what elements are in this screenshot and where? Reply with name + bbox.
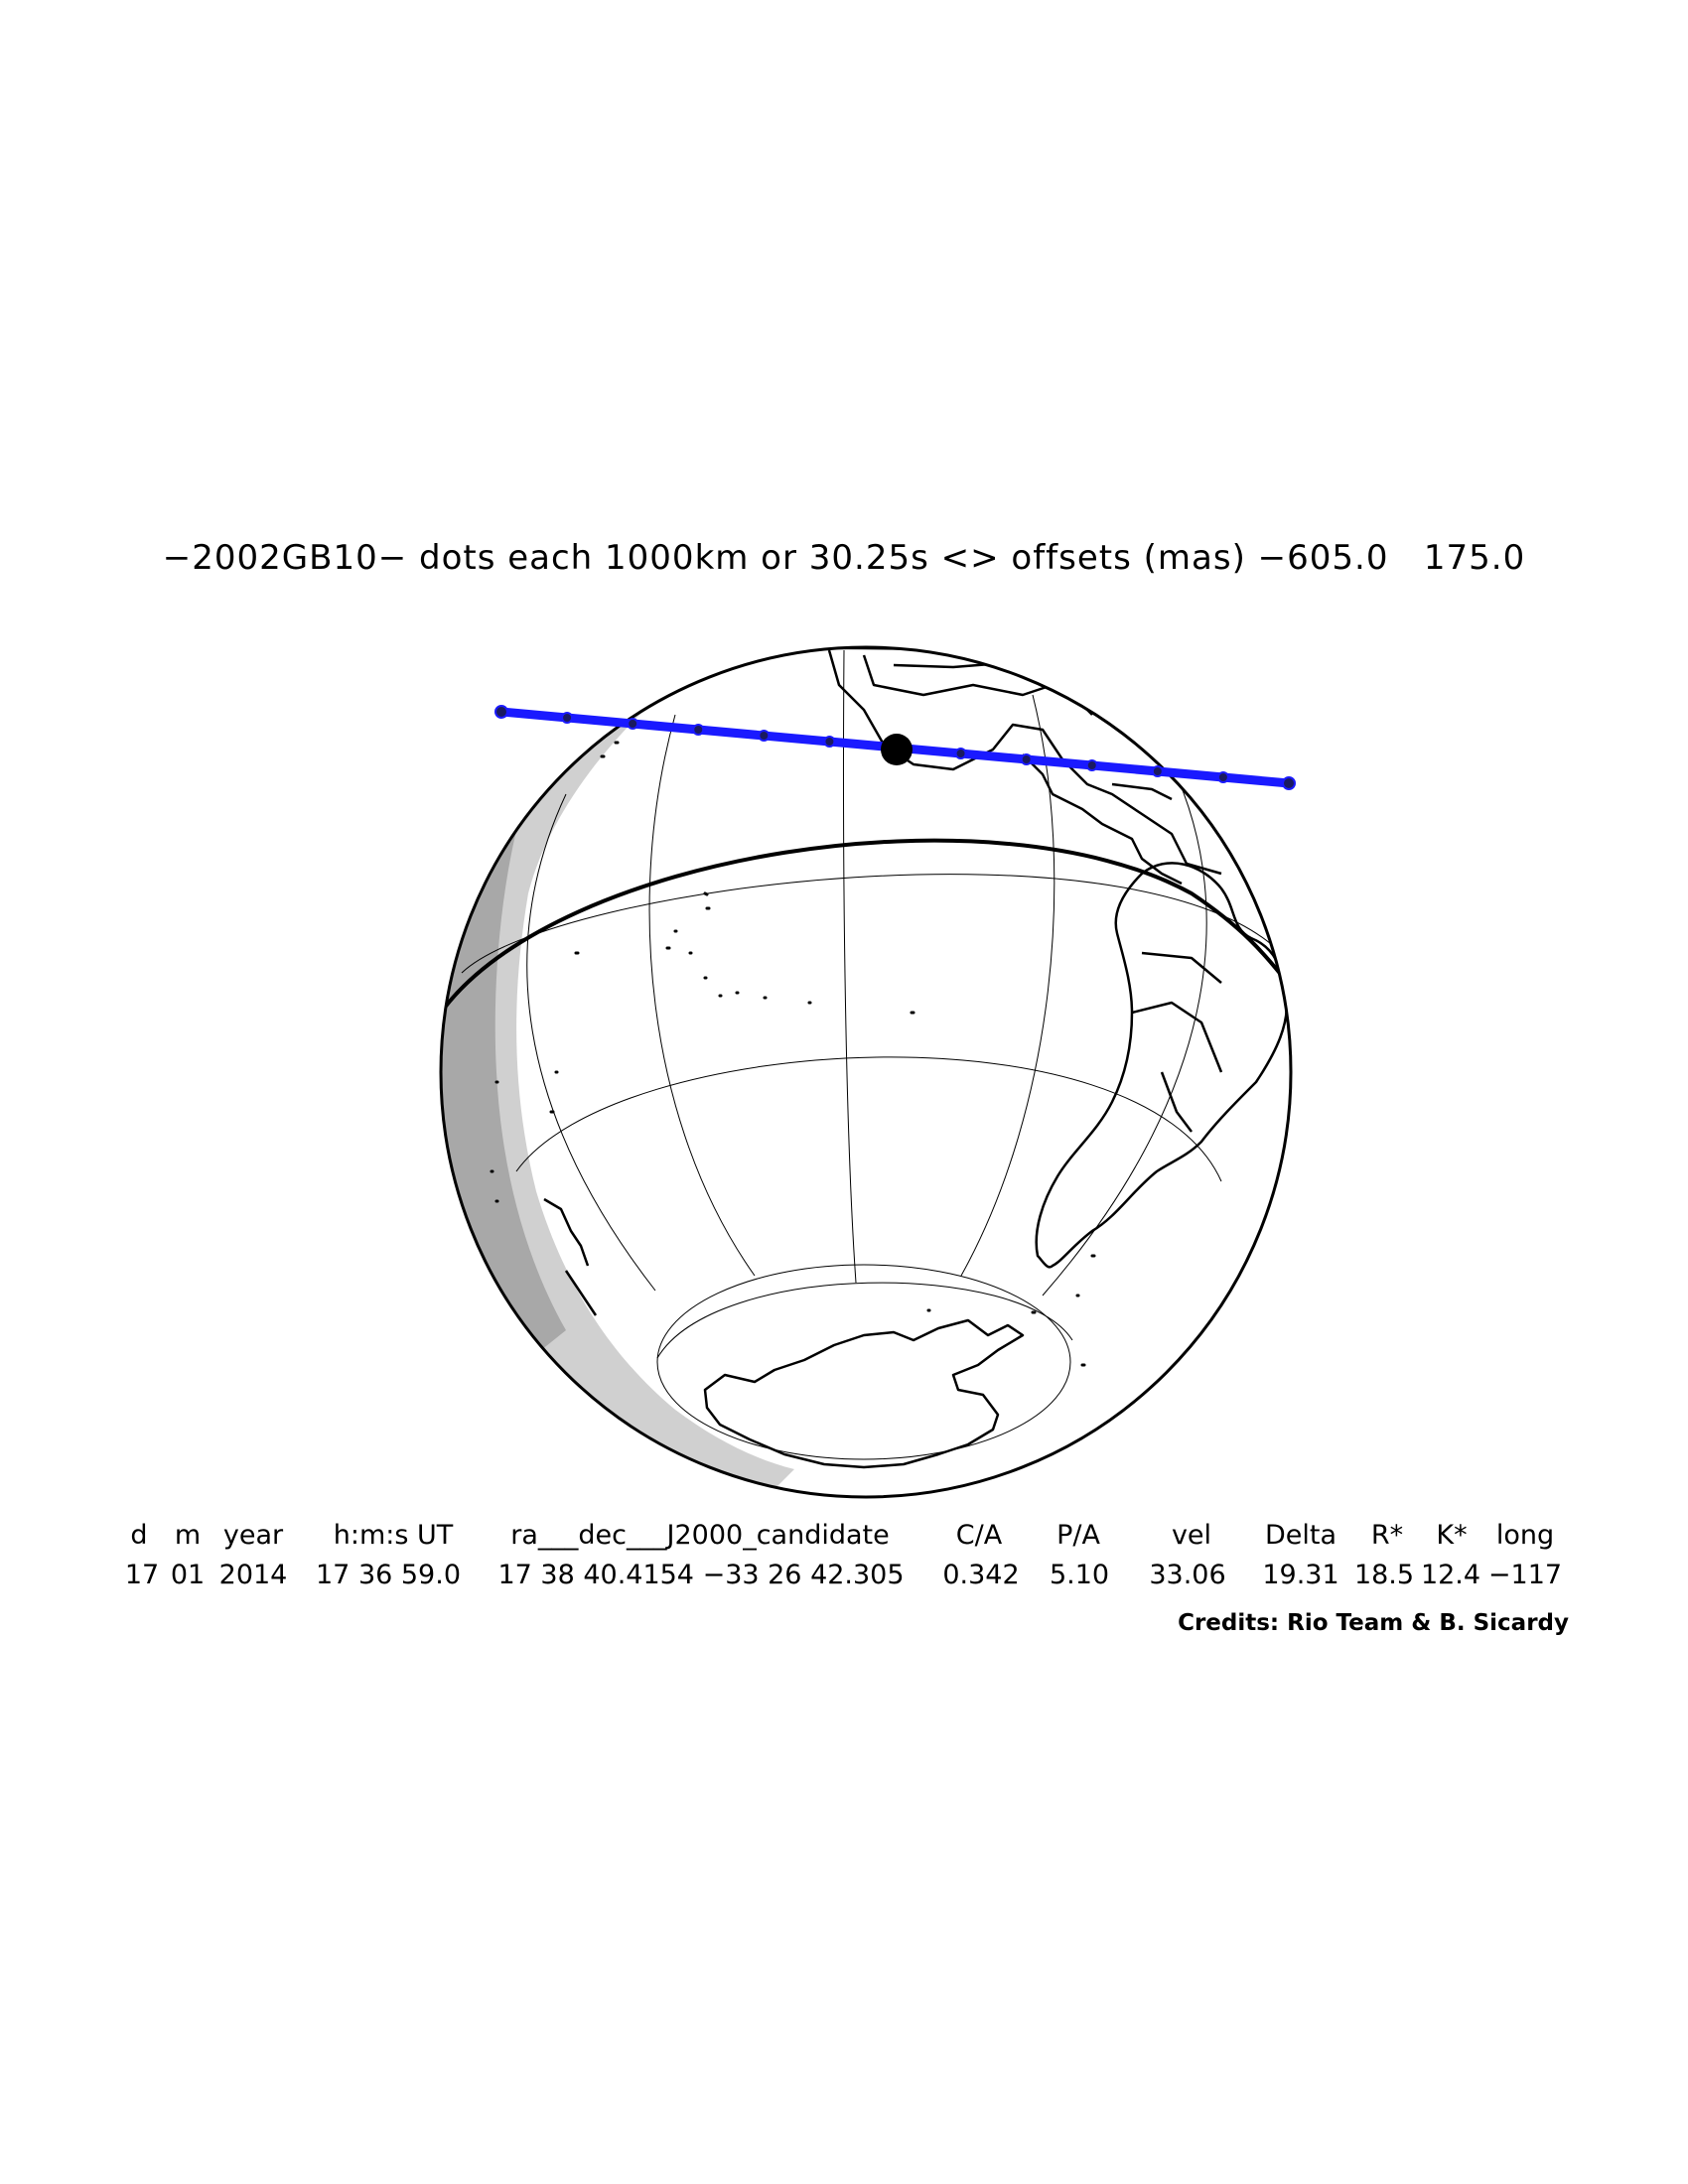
cuba-coast	[1111, 782, 1173, 801]
track-dot	[692, 724, 705, 736]
map-title: −2002GB10− dots each 1000km or 30.25s <>…	[162, 538, 1526, 578]
value-time: 17 36 59.0	[316, 1560, 461, 1590]
value-m: 01	[170, 1560, 206, 1590]
value-r-star: 18.5	[1353, 1560, 1415, 1590]
central-america-coast	[1022, 753, 1183, 886]
closest-approach-marker	[881, 734, 913, 765]
value-long: −117	[1487, 1560, 1563, 1590]
meridian-line	[843, 649, 857, 1284]
south-america-coast	[1035, 862, 1289, 1269]
globe-outline	[439, 645, 1293, 1499]
parallel-line	[656, 1282, 1073, 1359]
parameter-header-row: d m year h:m:s UT ra___dec___J2000_candi…	[0, 1520, 1688, 1560]
north-america-coast	[827, 649, 1222, 876]
meridian-line	[526, 793, 656, 1292]
header-k-star: K*	[1436, 1520, 1468, 1551]
islands	[490, 731, 1096, 1367]
track-dot	[758, 730, 771, 742]
track-dot	[494, 705, 508, 719]
value-k-star: 12.4	[1420, 1560, 1481, 1590]
value-vel: 33.06	[1149, 1560, 1226, 1590]
header-long: long	[1495, 1520, 1555, 1551]
value-year: 2014	[218, 1560, 288, 1590]
header-coordinates: ra___dec___J2000_candidate	[510, 1520, 890, 1551]
header-d: d	[130, 1520, 148, 1551]
parallel-line	[461, 874, 1282, 974]
new-zealand-coast	[543, 1197, 598, 1316]
meridian-line	[960, 694, 1055, 1277]
shadow-limit-line	[441, 838, 1291, 1015]
track-dot	[823, 736, 836, 748]
header-ca: C/A	[955, 1520, 1003, 1551]
night-zone	[441, 794, 566, 1370]
track-dot	[1216, 771, 1229, 783]
value-coordinates: 17 38 40.4154 −33 26 42.305	[497, 1560, 905, 1590]
header-year: year	[222, 1520, 284, 1551]
value-d: 17	[124, 1560, 160, 1590]
track-dot	[1020, 753, 1033, 765]
credits-text: Credits: Rio Team & B. Sicardy	[1178, 1610, 1569, 1636]
parallel-line	[515, 1056, 1222, 1182]
polar-circle	[656, 1264, 1071, 1460]
value-ca: 0.342	[942, 1560, 1020, 1590]
south-america-borders	[1131, 951, 1223, 1133]
parameter-value-row: 17 01 2014 17 36 59.0 17 38 40.4154 −33 …	[0, 1560, 1688, 1599]
north-america-interior	[862, 654, 1093, 716]
occultation-track	[494, 705, 1296, 790]
graticule	[461, 648, 1282, 1460]
track-dot	[561, 712, 574, 724]
track-dot	[627, 718, 639, 730]
header-time: h:m:s UT	[333, 1520, 454, 1551]
header-m: m	[174, 1520, 202, 1551]
value-pa: 5.10	[1049, 1560, 1110, 1590]
track-dot	[1085, 759, 1098, 771]
meridian-line	[648, 714, 756, 1277]
track-dot	[954, 748, 967, 759]
track-dot	[1151, 765, 1164, 777]
header-r-star: R*	[1370, 1520, 1404, 1551]
track-dot	[1282, 776, 1296, 790]
header-pa: P/A	[1056, 1520, 1100, 1551]
header-delta: Delta	[1264, 1520, 1337, 1551]
meridian-line	[1042, 763, 1207, 1297]
value-delta: 19.31	[1262, 1560, 1339, 1590]
antarctica-coast	[703, 1318, 1025, 1469]
header-vel: vel	[1171, 1520, 1212, 1551]
